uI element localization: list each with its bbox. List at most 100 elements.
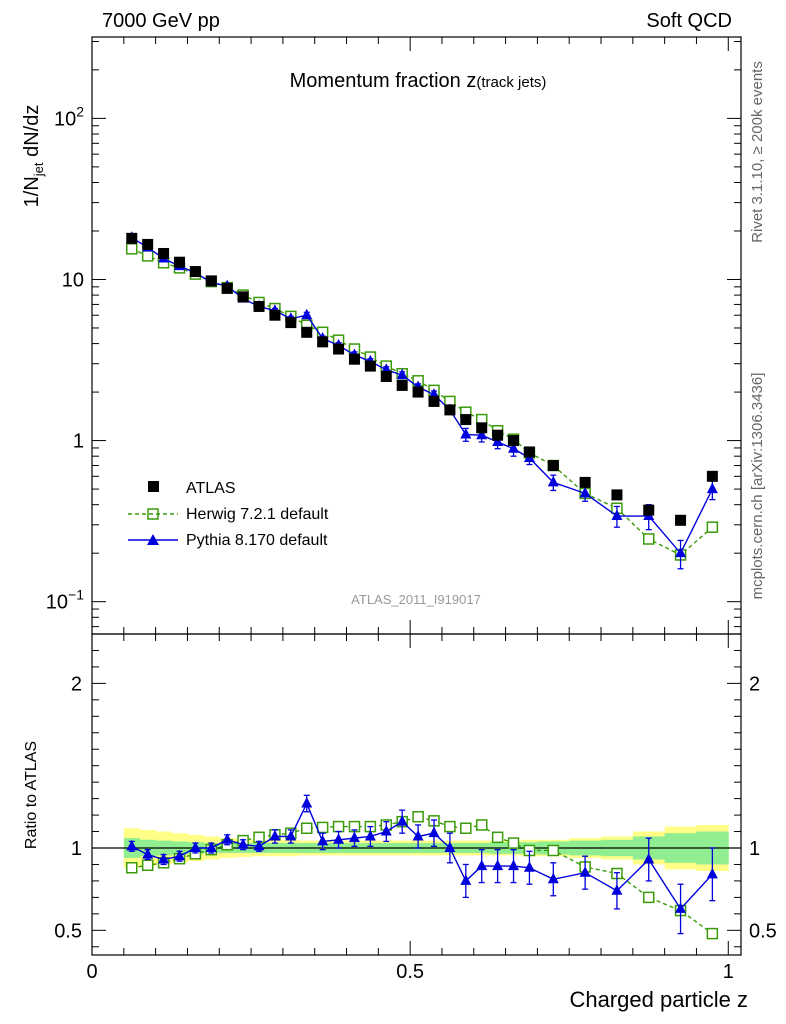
ratio-pythia-point (396, 815, 408, 826)
ratio-herwig-point (706, 927, 719, 940)
ratio-pythia-point (492, 859, 504, 871)
main-atlas-point (492, 429, 504, 441)
ratio-herwig-point (300, 822, 313, 834)
main-atlas-point (380, 370, 392, 382)
ratio-herwig-point (444, 820, 456, 833)
main-atlas-point (396, 379, 408, 391)
main-herwig-point (126, 243, 138, 255)
ratio-pythia-point (380, 825, 392, 836)
main-atlas-point (158, 247, 170, 259)
ratio-pythia-point (269, 829, 281, 841)
main-pythia-point (579, 486, 591, 498)
main-atlas-point (205, 275, 217, 287)
legend-pythia-label: Pythia 8.170 default (186, 532, 328, 549)
ratio-pythia-point (142, 848, 154, 859)
main-pythia-point (706, 482, 718, 494)
main-herwig-point (706, 521, 719, 533)
ratio-pythia-point (253, 839, 265, 851)
ratio-pythia-point (547, 872, 559, 884)
main-atlas-point (237, 291, 249, 303)
main-atlas-point (142, 238, 154, 250)
main-atlas-point (444, 404, 456, 416)
ratio-pythia-point (237, 838, 249, 849)
ratio-xtick-label: 0.5 (396, 961, 424, 983)
analysis-label: ATLAS_2011_I919017 (351, 592, 481, 607)
legend-atlas-label: ATLAS (186, 480, 236, 497)
header-left: 7000 GeV pp (102, 10, 220, 32)
main-panel: 10−1 1 10 102 (46, 36, 742, 635)
ratio-pythia-point (611, 884, 623, 895)
ratio-ylabel: Ratio to ATLAS (23, 741, 40, 849)
ratio-pythia-point (301, 797, 313, 808)
main-atlas-point (285, 317, 297, 329)
main-atlas-point (126, 232, 138, 244)
main-atlas-point (460, 414, 472, 426)
ratio-herwig-point (491, 831, 504, 844)
main-ytick-label: 1 (73, 431, 84, 453)
ratio-ytick-label-left: 0.5 (54, 920, 82, 942)
ratio-pythia-point (317, 834, 329, 846)
main-atlas-point (706, 470, 718, 482)
main-title: Momentum fraction z(track jets) (290, 70, 547, 92)
main-atlas-point (317, 336, 329, 348)
ratio-pythia-point (412, 829, 424, 841)
main-ylabel: 1/N1jet dN/dz (21, 105, 46, 208)
main-atlas-point (428, 395, 440, 407)
ratio-pythia-point (460, 874, 472, 885)
main-ytick-label: 10 (62, 269, 84, 291)
ratio-pythia-point (643, 853, 655, 864)
main-atlas-point (476, 422, 488, 434)
main-atlas-point (333, 343, 345, 355)
ratio-panel: 0 0.5 10.5 0.51 12 2 (54, 633, 777, 983)
ratio-pythia-point (508, 859, 520, 871)
main-atlas-point (348, 353, 360, 365)
legend-herwig-marker (147, 508, 159, 520)
main-atlas-point (189, 266, 201, 278)
ratio-pythia-point (706, 867, 718, 879)
ratio-pythia-point (476, 859, 488, 871)
main-pythia-point (460, 428, 472, 439)
main-pythia-point (476, 428, 488, 440)
main-atlas-point (643, 504, 655, 516)
side-label-rivet: Rivet 3.1.10, ≥ 200k events (749, 61, 766, 243)
main-atlas-point (253, 300, 265, 312)
ratio-herwig-point (475, 819, 488, 831)
main-atlas-point (611, 489, 623, 501)
ratio-ytick-label-right: 0.5 (749, 920, 777, 942)
ratio-herwig-point (126, 862, 138, 874)
main-ytick-label: 10−1 (46, 587, 84, 614)
ratio-herwig-point (507, 837, 520, 849)
ratio-pythia-point (126, 839, 138, 851)
legend-pythia-marker (147, 534, 159, 545)
side-label-source: mcplots.cern.ch [arXiv:1306.3436] (749, 373, 766, 600)
ratio-herwig-point (141, 859, 154, 872)
main-atlas-point (301, 326, 313, 338)
ratio-herwig-point (547, 844, 560, 857)
ratio-pythia-point (444, 841, 456, 852)
main-pythia-point (508, 442, 520, 453)
ratio-pythia-point (285, 829, 297, 841)
ratio-pythia-point (364, 829, 376, 841)
ratio-pythia-point (221, 833, 233, 844)
main-pythia-point (547, 475, 559, 487)
legend-herwig-label: Herwig 7.2.1 default (186, 506, 329, 523)
main-pythia-point (675, 546, 687, 558)
ratio-pythia-point (173, 849, 185, 861)
main-atlas-point (523, 446, 535, 458)
ratio-pythia-point (348, 831, 360, 843)
ratio-pythia-point (333, 833, 345, 844)
ratio-herwig-point (412, 810, 424, 823)
main-pythia-point (301, 308, 313, 320)
ratio-pythia-point (579, 866, 591, 877)
main-atlas-point (675, 514, 687, 526)
main-atlas-point (547, 460, 559, 472)
ratio-herwig-point (332, 820, 345, 833)
main-atlas-point (221, 282, 233, 294)
ratio-pythia-point (675, 902, 687, 913)
main-herwig-point (141, 250, 154, 262)
legend-atlas-marker (148, 481, 159, 492)
ratio-herwig-point (316, 821, 329, 834)
legend: ATLAS Herwig 7.2.1 default Pythia 8.170 … (128, 480, 329, 549)
ratio-xtick-label: 1 (723, 961, 734, 983)
main-atlas-point (364, 360, 376, 372)
